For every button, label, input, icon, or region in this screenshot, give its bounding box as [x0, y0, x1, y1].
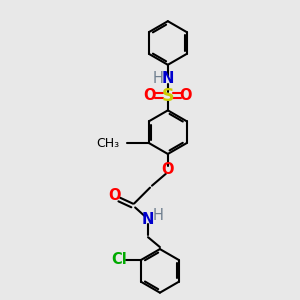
Text: Cl: Cl — [111, 253, 127, 268]
Text: O: O — [179, 88, 192, 103]
Text: H: H — [152, 71, 164, 86]
Text: H: H — [152, 208, 164, 223]
Text: O: O — [144, 88, 156, 103]
Text: O: O — [162, 162, 174, 177]
Text: CH₃: CH₃ — [96, 136, 119, 150]
Text: N: N — [162, 71, 174, 86]
Text: N: N — [142, 212, 154, 227]
Text: S: S — [162, 86, 174, 104]
Text: O: O — [108, 188, 121, 203]
